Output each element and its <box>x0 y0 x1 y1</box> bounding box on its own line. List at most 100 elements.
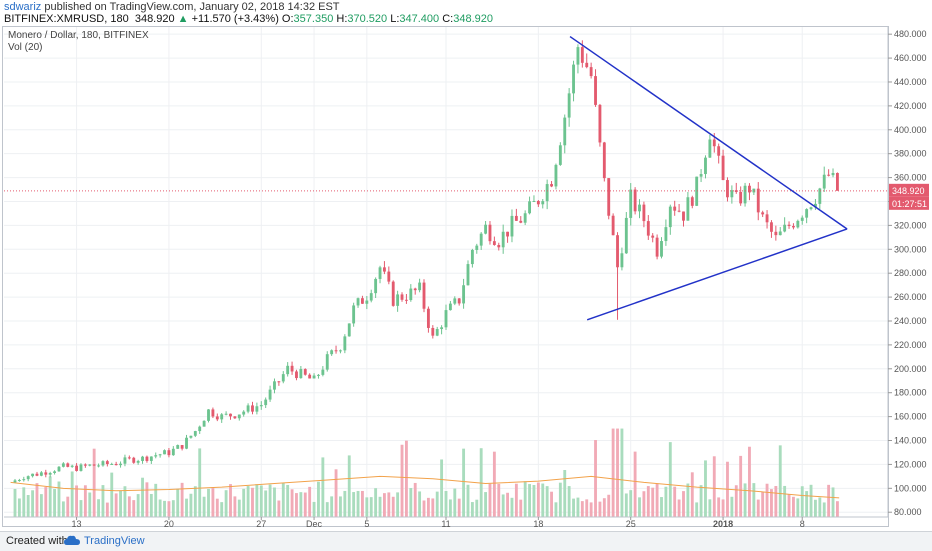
volume-bar <box>207 488 210 517</box>
candle-body <box>400 294 404 300</box>
countdown-badge <box>889 196 929 210</box>
candle-body <box>141 456 144 461</box>
candle-body <box>233 416 237 419</box>
volume-bar <box>189 493 193 517</box>
candle-body <box>154 455 158 457</box>
volume-bar <box>352 492 356 517</box>
candle-body <box>44 472 48 475</box>
candle-body <box>105 461 109 465</box>
volume-bar <box>176 488 180 517</box>
volume-bar <box>545 486 549 517</box>
volume-bar <box>88 492 92 517</box>
candle-body <box>673 206 677 211</box>
volume-bar <box>827 484 831 517</box>
volume-bar <box>466 484 470 517</box>
volume-bar <box>554 502 558 517</box>
volume-bar <box>57 481 61 517</box>
volume-bar <box>105 502 109 517</box>
candle-body <box>215 416 219 420</box>
volume-bar <box>673 486 677 517</box>
volume-bar <box>682 491 685 517</box>
candle-body <box>528 201 531 214</box>
volume-bar <box>519 499 523 517</box>
candle-body <box>369 293 373 301</box>
y-tick-label: 440.000 <box>894 77 927 87</box>
candle-body <box>374 278 378 294</box>
volume-bar <box>453 488 457 517</box>
candle-body <box>660 241 663 257</box>
candle-body <box>470 249 474 265</box>
volume-bar <box>295 493 298 517</box>
candle-body <box>378 267 382 279</box>
candle-body <box>132 457 136 463</box>
volume-bar <box>180 482 184 517</box>
volume-bar <box>664 486 668 517</box>
author-link[interactable]: sdwariz <box>4 1 42 13</box>
volume-bar <box>220 502 224 517</box>
high-label: H: <box>336 13 348 25</box>
volume-bar <box>497 483 501 517</box>
candle-body <box>237 414 241 419</box>
volume-bar <box>79 500 83 517</box>
candle-body <box>519 220 523 223</box>
candle-body <box>488 224 492 242</box>
candle-body <box>682 211 685 221</box>
candle-body <box>17 480 21 482</box>
volume-bar <box>110 472 114 517</box>
volume-bar <box>202 496 206 517</box>
volume-bar <box>514 483 518 517</box>
candle-body <box>739 191 743 204</box>
candle-body <box>31 473 35 477</box>
candle-body <box>97 465 100 467</box>
symbol-label: BITFINEX:XMRUSD, 180 <box>4 13 129 25</box>
candle-body <box>435 329 439 336</box>
volume-bar <box>409 488 413 517</box>
volume-bar <box>330 496 334 517</box>
volume-bar <box>101 485 105 517</box>
candle-body <box>633 189 637 212</box>
candle-body <box>180 445 184 449</box>
tradingview-link[interactable]: TradingView <box>84 535 145 547</box>
candle-body <box>202 420 206 427</box>
candle-body <box>536 201 540 205</box>
candle-body <box>642 204 646 222</box>
volume-bar <box>642 491 646 517</box>
candle-body <box>523 213 527 223</box>
y-tick-label: 400.000 <box>894 125 927 135</box>
candle-body <box>382 267 386 272</box>
volume-bar <box>321 457 325 517</box>
candle-body <box>708 139 712 158</box>
candle-body <box>532 201 536 203</box>
volume-bar <box>114 493 118 517</box>
candle-body <box>567 93 571 118</box>
price-chart[interactable]: 80.000 100.000 120.000 140.000 160.000 180.00… <box>0 0 932 530</box>
volume-bar <box>17 498 21 517</box>
close-label: C: <box>442 13 454 25</box>
volume-bar <box>290 489 294 517</box>
volume-bar <box>233 496 237 517</box>
series-title: Monero / Dollar, 180, BITFINEX <box>8 30 149 41</box>
candle-body <box>752 188 756 193</box>
candle-body <box>365 300 369 304</box>
volume-bar <box>334 469 338 517</box>
volume-bar <box>730 496 734 517</box>
x-tick-label: 5 <box>364 519 369 529</box>
volume-bar <box>255 484 259 517</box>
open-value: 357.350 <box>293 13 334 25</box>
volume-bar <box>572 498 575 517</box>
volume-bar <box>616 428 619 517</box>
volume-bar <box>721 499 725 517</box>
publish-line: sdwariz published on TradingView.com, Ja… <box>4 1 340 13</box>
volume-bar <box>264 490 268 517</box>
candle-body <box>550 184 553 187</box>
volume-bar <box>123 486 127 517</box>
volume-bar <box>646 486 650 517</box>
candle-body <box>796 220 800 228</box>
volume-bar <box>167 501 171 517</box>
volume-bar <box>783 485 787 517</box>
close-value: 348.920 <box>453 13 493 25</box>
volume-bar <box>470 502 474 517</box>
candle-body <box>576 47 580 65</box>
volume-bar <box>580 501 584 517</box>
volume-bar <box>475 499 479 517</box>
